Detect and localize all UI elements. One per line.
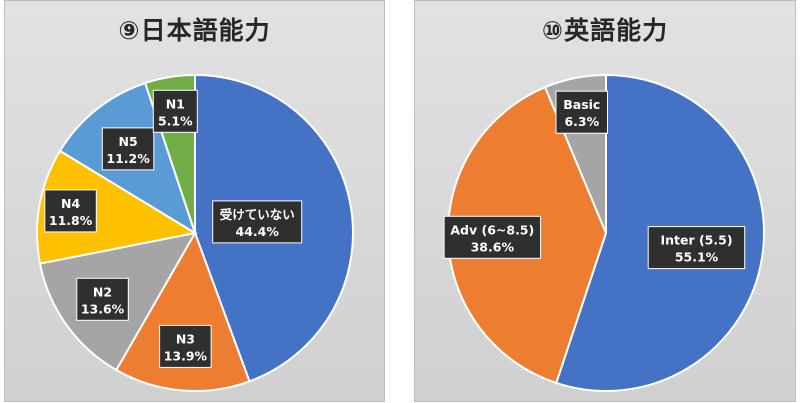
data-label: N1 5.1%	[152, 89, 198, 133]
data-label-category: Adv (6~8.5)	[450, 222, 534, 237]
data-label-box	[159, 324, 212, 368]
data-label-box	[152, 89, 198, 133]
data-label-value: 13.6%	[81, 301, 125, 316]
data-label: N3 13.9%	[159, 324, 212, 368]
data-label-category: N1	[166, 96, 185, 111]
english-ability-chart-panel: ⑩英語能力 Inter (5.5) 55.1% Adv (6~8.5) 38.6% Ba…	[414, 0, 796, 402]
data-label-value: 11.2%	[106, 151, 150, 166]
data-label-box	[555, 90, 608, 134]
data-label-category: Inter (5.5)	[660, 233, 732, 248]
data-label-category: N5	[119, 134, 138, 149]
data-label-category: N4	[61, 196, 80, 211]
pie-slice-jp-1	[114, 230, 251, 392]
data-label-value: 44.4%	[236, 224, 280, 239]
data-label-box	[647, 226, 746, 270]
data-label-box	[443, 215, 542, 259]
data-label-value: 55.1%	[675, 250, 719, 265]
data-label-value: 13.9%	[164, 348, 208, 363]
japanese-ability-chart-panel: ⑨日本語能力 受けていない 44.4% N3 13.9% N2 13.6% N4 11.8% N…	[4, 0, 385, 402]
pie-slice-jp-3	[36, 149, 198, 265]
english-ability-pie-chart: Inter (5.5) 55.1% Adv (6~8.5) 38.6% Basic 6.3…	[443, 73, 765, 392]
data-label-value: 6.3%	[564, 114, 599, 129]
data-label: N4 11.8%	[44, 189, 97, 233]
data-label-box	[76, 277, 129, 321]
data-label-value: 38.6%	[471, 239, 515, 254]
data-label-box	[101, 127, 155, 171]
data-label-value: 5.1%	[158, 113, 193, 128]
chart-title: ⑨日本語能力	[118, 16, 271, 45]
data-label-value: 11.8%	[49, 213, 93, 228]
data-label: Basic 6.3%	[555, 90, 608, 134]
data-label-box	[212, 200, 303, 244]
data-label: N5 11.2%	[101, 127, 155, 171]
data-label-category: 受けていない	[220, 207, 295, 222]
data-label: Inter (5.5) 55.1%	[647, 226, 746, 270]
data-label-category: N2	[93, 284, 112, 299]
data-label: Adv (6~8.5) 38.6%	[443, 215, 542, 259]
data-label: N2 13.6%	[76, 277, 129, 321]
japanese-ability-pie-chart: 受けていない44.4%N313.9%N213.6%N411.8%N511.2%N…	[36, 73, 354, 392]
data-label-box	[44, 189, 97, 233]
chart-title: ⑩英語能力	[541, 16, 669, 45]
data-label: 受けていない 44.4%	[212, 200, 303, 244]
data-label-category: N3	[176, 331, 195, 346]
data-label-category: Basic	[563, 97, 600, 112]
